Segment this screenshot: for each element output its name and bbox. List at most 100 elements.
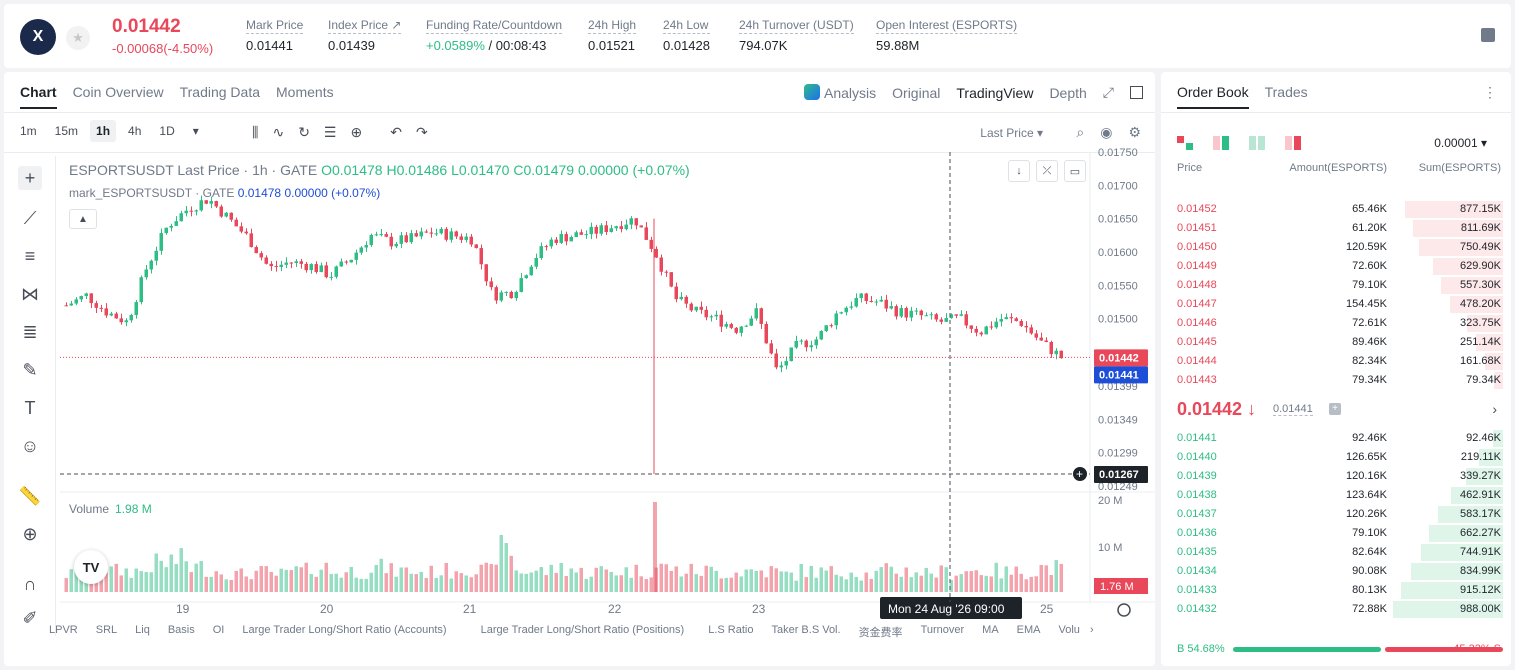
tf-1h[interactable]: 1h xyxy=(90,120,117,142)
indicator-item[interactable]: Large Trader Long/Short Ratio (Accounts) xyxy=(242,624,447,636)
pattern-icon[interactable]: ⋈ xyxy=(21,284,39,304)
tf-4h[interactable]: 4h xyxy=(128,124,142,138)
tab-moments[interactable]: Moments xyxy=(276,84,334,100)
collapse-legend-button[interactable]: ▲ xyxy=(69,209,97,229)
indicator-item[interactable]: Liq xyxy=(135,624,150,636)
orderbook-row[interactable]: 0.01447 154.45K 478.20K xyxy=(1161,295,1511,314)
orderbook-row[interactable]: 0.01438 123.64K 462.91K xyxy=(1161,486,1511,505)
indicator-item[interactable]: Taker B.S Vol. xyxy=(771,624,841,636)
fib-icon[interactable]: ≣ xyxy=(22,322,38,342)
tab-coin-overview[interactable]: Coin Overview xyxy=(72,84,164,100)
tf-1d[interactable]: 1D xyxy=(159,124,175,138)
orderbook-row[interactable]: 0.01434 90.08K 834.99K xyxy=(1161,562,1511,581)
magnet-icon[interactable]: ∩ xyxy=(23,574,37,594)
tab-trading-data[interactable]: Trading Data xyxy=(179,84,261,100)
orderbook-row[interactable]: 0.01433 80.13K 915.12K xyxy=(1161,581,1511,600)
indicator-item[interactable]: Large Trader Long/Short Ratio (Positions… xyxy=(480,624,685,636)
indicator-item[interactable]: EMA xyxy=(1016,624,1041,636)
fullscreen-icon[interactable]: ▭ xyxy=(1064,160,1086,182)
orderbook-row[interactable]: 0.01439 120.16K 339.27K xyxy=(1161,467,1511,486)
indicator-item[interactable]: Volu xyxy=(1058,624,1080,636)
candle-body xyxy=(454,231,458,237)
orderbook-row[interactable]: 0.01448 79.10K 557.30K xyxy=(1161,276,1511,295)
add-indicator-icon[interactable]: ⊕ xyxy=(350,124,363,140)
indicator-item[interactable]: OI xyxy=(212,624,225,636)
camera-icon[interactable]: ◉ xyxy=(1100,124,1113,140)
trendline-icon[interactable]: ⟋ xyxy=(23,208,37,228)
indicator-item[interactable]: Basis xyxy=(167,624,195,636)
price-source-select[interactable]: Last Price ▾ xyxy=(980,126,1043,140)
replay-icon[interactable]: ↻ xyxy=(298,124,310,140)
tab-chart[interactable]: Chart xyxy=(20,84,57,109)
indicator-item[interactable]: L.S Ratio xyxy=(708,624,754,636)
orderbook-row[interactable]: 0.01452 65.46K 877.15K xyxy=(1161,200,1511,219)
tab-order-book[interactable]: Order Book xyxy=(1177,84,1249,109)
volume-bar xyxy=(154,553,158,592)
chevron-right-icon[interactable]: › xyxy=(1492,401,1497,417)
indicator-item[interactable]: 资金费率 xyxy=(858,627,903,639)
candle-type-icon[interactable]: ⫼ xyxy=(252,124,259,140)
horizontal-lines-icon[interactable]: ≡ xyxy=(24,246,36,266)
collapse-icon[interactable]: ⤫ xyxy=(1036,160,1058,182)
emoji-icon[interactable]: ☺ xyxy=(20,436,40,456)
orderbook-row[interactable]: 0.01446 72.61K 323.75K xyxy=(1161,314,1511,333)
orderbook-row[interactable]: 0.01432 72.88K 988.00K xyxy=(1161,600,1511,619)
indicator-icon[interactable]: ∿ xyxy=(272,124,285,140)
expand-icon[interactable]: ⤢ xyxy=(1102,84,1114,100)
indicator-item[interactable]: MA xyxy=(982,624,999,636)
indicator-item[interactable]: SRL xyxy=(95,624,118,636)
pencil-lock-icon[interactable]: ✐ xyxy=(22,608,38,628)
orderbook-row[interactable]: 0.01440 126.65K 219.11K xyxy=(1161,448,1511,467)
orderbook-row[interactable]: 0.01451 61.20K 811.69K xyxy=(1161,219,1511,238)
chevron-right-icon[interactable]: › xyxy=(1089,624,1094,636)
tick-size-select[interactable]: 0.00001 ▾ xyxy=(1434,136,1487,150)
scroll-down-icon[interactable]: ↓ xyxy=(1008,160,1030,182)
tab-tradingview[interactable]: TradingView xyxy=(956,84,1034,101)
orderbook-row[interactable]: 0.01450 120.59K 750.49K xyxy=(1161,238,1511,257)
redo-icon[interactable]: ↷ xyxy=(415,124,428,140)
search-icon[interactable]: ⌕ xyxy=(1076,124,1085,140)
orderbook-row[interactable]: 0.01437 120.26K 583.17K xyxy=(1161,505,1511,524)
orderbook-row[interactable]: 0.01435 82.64K 744.91K xyxy=(1161,543,1511,562)
window-icon[interactable] xyxy=(1130,86,1143,99)
orderbook-row[interactable]: 0.01436 79.10K 662.27K xyxy=(1161,524,1511,543)
candle-body xyxy=(184,210,188,214)
favorite-star-icon[interactable]: ★ xyxy=(66,26,90,50)
price-chart[interactable]: 0.01750 0.01700 0.01650 0.01600 0.01550 0.015… xyxy=(4,72,1155,666)
orderbook-row[interactable]: 0.01445 89.46K 251.14K xyxy=(1161,333,1511,352)
orderbook-row[interactable]: 0.01444 82.34K 161.68K xyxy=(1161,352,1511,371)
book-icon[interactable] xyxy=(1481,28,1495,42)
tradingview-logo[interactable]: TV xyxy=(74,550,108,584)
list-icon[interactable]: ☰ xyxy=(323,124,337,140)
orderbook-row[interactable]: 0.01443 79.34K 79.34K xyxy=(1161,371,1511,390)
tab-original[interactable]: Original xyxy=(892,84,941,101)
list-view-icon[interactable] xyxy=(1285,136,1301,150)
info-icon[interactable]: + xyxy=(1329,403,1341,415)
candle-body xyxy=(949,314,953,319)
candle-body xyxy=(1014,318,1018,322)
orderbook-row[interactable]: 0.01449 72.60K 629.90K xyxy=(1161,257,1511,276)
crosshair-icon[interactable]: + xyxy=(18,166,42,190)
tab-analysis[interactable]: Analysis xyxy=(804,84,876,101)
asks-view-icon[interactable] xyxy=(1249,136,1265,150)
orderbook-row[interactable]: 0.01441 92.46K 92.46K xyxy=(1161,429,1511,448)
brush-icon[interactable]: ✎ xyxy=(22,360,38,380)
tf-1m[interactable]: 1m xyxy=(20,124,37,138)
text-icon[interactable]: T xyxy=(24,398,36,418)
both-sides-view-icon[interactable] xyxy=(1177,136,1193,150)
candle-body xyxy=(254,247,258,254)
tab-depth[interactable]: Depth xyxy=(1049,84,1087,101)
depth-bar xyxy=(1438,506,1503,523)
tf-dropdown-icon[interactable]: ▾ xyxy=(192,124,199,138)
indicator-item[interactable]: Turnover xyxy=(920,624,965,636)
more-icon[interactable]: ⋮ xyxy=(1483,84,1497,100)
zoom-icon[interactable]: ⊕ xyxy=(22,524,38,544)
bids-view-icon[interactable] xyxy=(1213,136,1229,150)
undo-icon[interactable]: ↶ xyxy=(390,124,402,140)
indicator-item[interactable]: LPVR xyxy=(49,624,78,636)
ruler-icon[interactable]: 📏 xyxy=(18,486,42,506)
index-price-stat[interactable]: Index Price ↗ 0.01439 xyxy=(328,18,402,53)
tab-trades[interactable]: Trades xyxy=(1264,84,1308,100)
tf-15m[interactable]: 15m xyxy=(54,124,79,138)
settings-icon[interactable]: ⚙ xyxy=(1128,124,1141,140)
